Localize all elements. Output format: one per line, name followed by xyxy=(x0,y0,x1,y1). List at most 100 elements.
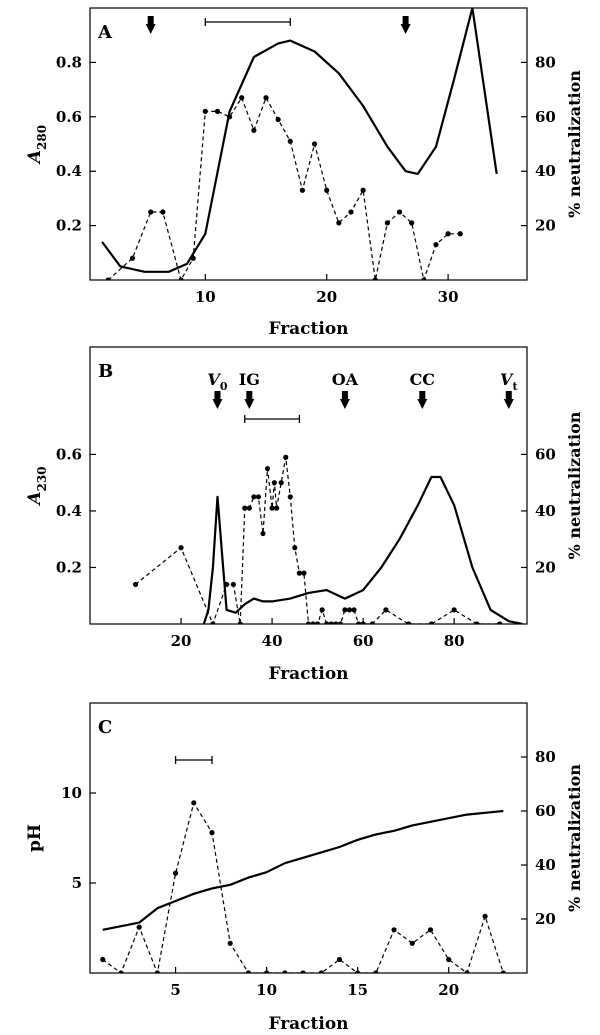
neutralization-point xyxy=(190,255,196,261)
series-dashed xyxy=(105,95,463,280)
neutralization-point xyxy=(360,187,366,193)
neutralization-point xyxy=(355,970,361,973)
marker-label: CC xyxy=(410,370,435,389)
neutralization-point xyxy=(342,607,348,613)
x-axis-label: Fraction xyxy=(268,664,348,684)
arrow-marker xyxy=(244,391,255,409)
y-axis-label-main: A xyxy=(25,150,45,165)
neutralization-point xyxy=(210,621,216,624)
neutralization-point xyxy=(300,970,306,973)
plot-frame xyxy=(89,346,528,625)
neutralization-point xyxy=(328,621,334,624)
y-right-axis-label: % neutralization xyxy=(565,764,584,912)
marker-label: V0 xyxy=(207,370,227,393)
panel-label: C xyxy=(98,717,112,738)
panel-label: A xyxy=(97,22,113,43)
neutralization-point xyxy=(406,621,412,624)
x-tick-label: 5 xyxy=(170,981,180,999)
neutralization-point xyxy=(274,505,280,511)
neutralization-point xyxy=(178,277,184,280)
neutralization-point xyxy=(172,870,179,876)
neutralization-point xyxy=(242,505,248,511)
arrow-marker xyxy=(339,391,350,409)
neutralization-point xyxy=(384,220,391,226)
x-tick-label: 10 xyxy=(195,288,216,306)
neutralization-point xyxy=(372,277,378,280)
y-right-tick-label: 20 xyxy=(535,217,556,235)
neutralization-point xyxy=(230,581,236,588)
neutralization-point xyxy=(310,621,316,624)
y-tick-label: 0.6 xyxy=(56,108,82,126)
neutralization-point xyxy=(409,220,415,226)
x-tick-label: 80 xyxy=(444,632,465,650)
neutralization-point xyxy=(319,607,325,613)
neutralization-point xyxy=(264,465,271,472)
arrow-marker xyxy=(400,16,411,34)
y-right-tick-label: 60 xyxy=(535,108,556,126)
neutralization-point xyxy=(409,940,415,946)
neutralization-point xyxy=(446,956,452,963)
marker-label: IG xyxy=(239,370,260,389)
y-tick-label: 0.4 xyxy=(56,162,82,180)
neutralization-point xyxy=(315,621,321,624)
neutralization-point xyxy=(351,607,357,613)
neutralization-point xyxy=(160,209,166,215)
y-axis-label-main: A xyxy=(25,491,45,506)
y-right-tick-label: 20 xyxy=(535,558,556,576)
neutralization-point xyxy=(337,621,343,624)
neutralization-point xyxy=(369,621,375,624)
neutralization-point xyxy=(251,494,257,500)
neutralization-point xyxy=(271,480,277,486)
neutralization-point xyxy=(324,187,330,193)
neutralization-point xyxy=(287,494,293,500)
panel-a: A10 20 300.20.40.60.820406080FractionA280%… xyxy=(25,7,584,339)
x-tick-label: 20 xyxy=(438,981,459,999)
y-tick-label: 0.2 xyxy=(56,558,82,576)
neutralization-point xyxy=(428,621,435,624)
neutralization-point xyxy=(464,970,470,973)
neutralization-point xyxy=(336,220,342,226)
y-tick-label: 0.2 xyxy=(56,217,82,235)
neutralization-point xyxy=(292,545,298,551)
y-right-tick-label: 80 xyxy=(535,748,556,766)
neutralization-point xyxy=(433,242,439,248)
neutralization-point xyxy=(299,187,306,193)
neutralization-point xyxy=(497,621,503,624)
neutralization-line xyxy=(135,457,500,624)
neutralization-point xyxy=(227,940,233,946)
x-tick-label: 20 xyxy=(171,632,192,650)
neutralization-point xyxy=(260,530,266,537)
x-tick-label: 60 xyxy=(353,632,374,650)
arrow-marker xyxy=(503,391,514,409)
neutralization-point xyxy=(287,138,293,144)
neutralization-point xyxy=(324,621,330,624)
arrow-marker xyxy=(417,391,428,409)
neutralization-point xyxy=(318,970,324,973)
y-tick-label: 0.6 xyxy=(56,445,82,463)
neutralization-point xyxy=(178,545,184,551)
y-right-tick-label: 80 xyxy=(535,53,556,71)
neutralization-point xyxy=(296,570,302,576)
neutralization-point xyxy=(100,956,106,963)
neutralization-point xyxy=(202,108,208,114)
neutralization-point xyxy=(373,970,379,973)
neutralization-point xyxy=(269,505,275,511)
y-axis-label: A280 xyxy=(25,125,49,165)
neutralization-point xyxy=(311,141,318,147)
y-axis-label-sub: 280 xyxy=(35,125,49,150)
neutralization-point xyxy=(191,800,197,806)
neutralization-point xyxy=(263,95,269,101)
neutralization-point xyxy=(355,621,362,624)
neutralization-point xyxy=(301,570,307,576)
y-right-tick-label: 40 xyxy=(535,162,556,180)
y-right-tick-label: 40 xyxy=(535,856,556,874)
y-axis-label: pH xyxy=(25,824,45,852)
x-tick-label: 15 xyxy=(347,981,368,999)
neutralization-point xyxy=(105,277,111,280)
y-tick-label: 10 xyxy=(61,784,82,802)
series-dashed xyxy=(100,800,506,973)
arrow-marker xyxy=(145,16,156,34)
panel-label: B xyxy=(98,361,113,382)
neutralization-point xyxy=(305,621,312,624)
